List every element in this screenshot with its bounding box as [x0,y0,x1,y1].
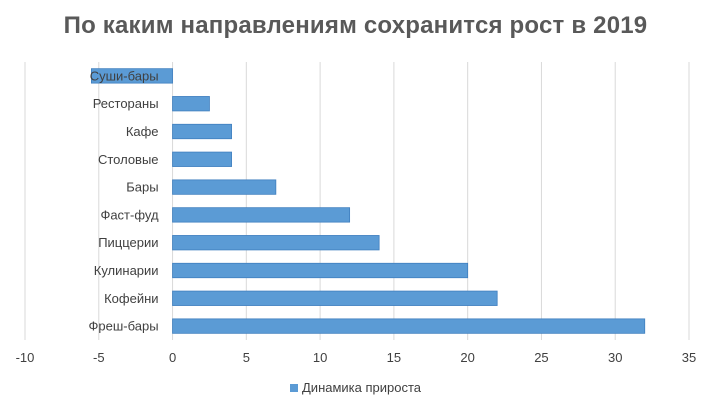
category-label: Кулинарии [94,263,159,278]
bar [172,318,646,334]
x-tick-label: 0 [169,350,176,365]
x-tick-label: -10 [16,350,35,365]
category-label: Столовые [98,152,159,167]
bar [172,262,469,279]
category-label: Рестораны [93,96,159,111]
x-tick-label: -5 [93,350,105,365]
bar [172,235,380,251]
x-tick-label: 35 [682,350,696,365]
category-label: Фаст-фуд [100,207,159,222]
x-tick-label: 30 [608,350,622,365]
legend: Динамика прироста [290,380,422,395]
x-tick-label: 5 [243,350,250,365]
category-label: Фреш-бары [88,319,158,334]
x-tick-label: 25 [534,350,548,365]
bar [172,179,277,195]
bar [172,290,498,306]
bar [172,207,351,223]
x-tick-label: 15 [387,350,401,365]
chart-title: По каким направлениям сохранится рост в … [63,12,648,39]
bar [91,68,173,84]
x-tick-label: 10 [313,350,327,365]
bar [172,96,210,112]
x-axis-ticks: -10 -5 0 5 10 15 20 25 30 35 [16,350,697,365]
bar [172,151,232,167]
bar [172,123,232,140]
legend-swatch [290,384,298,392]
category-labels: Фреш-бары Кофейни Кулинарии Пиццерии Фаст-фу… [88,68,158,333]
category-label: Кафе [126,124,159,139]
legend-label: Динамика прироста [302,380,422,395]
category-label: Суши-бары [90,68,159,83]
category-label: Кофейни [104,291,158,306]
bars [91,68,646,334]
x-tick-label: 20 [460,350,474,365]
category-label: Пиццерии [98,235,158,250]
category-label: Бары [126,180,158,195]
